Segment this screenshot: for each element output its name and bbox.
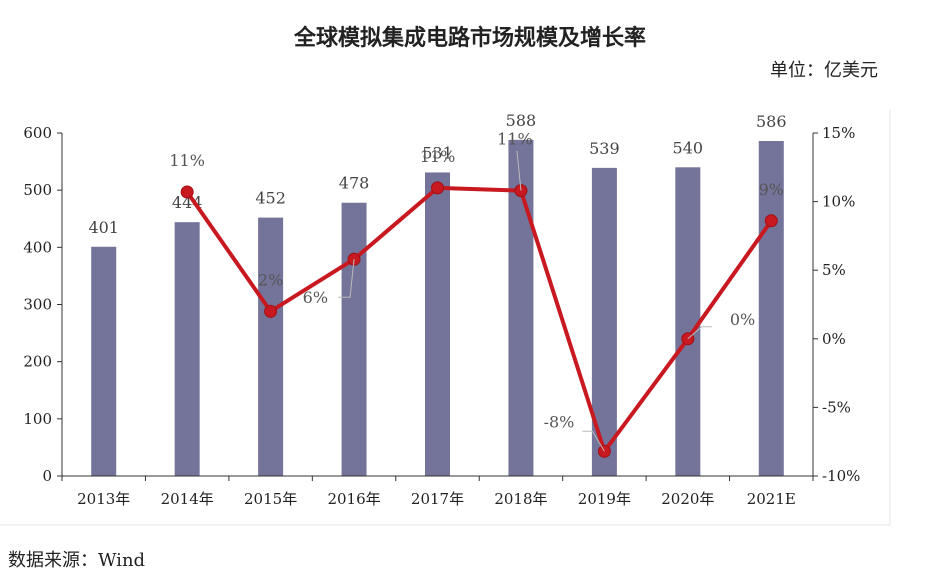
growth-line [185, 185, 773, 454]
growth-rate-label: 11% [420, 147, 456, 166]
y-right-tick-label: -5% [822, 398, 851, 416]
leader-line [687, 326, 712, 340]
growth-rate-label: 11% [169, 151, 205, 170]
x-tick-label: 2013年 [77, 490, 130, 508]
bar-value-label: 444 [172, 193, 203, 212]
bar [258, 217, 284, 476]
y-left-tick-label: 0 [42, 467, 52, 485]
leader-line [338, 259, 355, 298]
y-right-tick-label: 15% [822, 124, 855, 142]
growth-point [431, 181, 444, 195]
y-right-tick-label: 5% [822, 261, 846, 279]
growth-rate-label: -8% [544, 412, 575, 431]
y-left-tick-label: 600 [23, 124, 52, 142]
x-tick-label: 2019年 [578, 490, 631, 508]
bar-value-label: 539 [589, 139, 620, 158]
bar-value-label: 586 [756, 112, 787, 131]
y-left-tick-label: 200 [23, 353, 52, 371]
y-right-tick-label: -10% [822, 467, 860, 485]
x-tick-label: 2015年 [244, 490, 297, 508]
bar-value-label: 478 [339, 174, 370, 193]
bar-value-label: 540 [673, 138, 704, 157]
bar [174, 222, 200, 476]
y-right-tick-label: 0% [822, 330, 846, 348]
x-tick-label: 2021E [747, 490, 796, 508]
growth-point [264, 304, 278, 318]
bar [425, 172, 450, 476]
growth-rate-label: 11% [497, 130, 533, 149]
x-tick-label: 2016年 [327, 490, 380, 508]
bar-value-label: 588 [506, 111, 537, 130]
chart-title: 全球模拟集成电路市场规模及增长率 [293, 26, 646, 51]
y-right-tick-label: 10% [822, 193, 855, 211]
bar [91, 246, 117, 476]
bar-value-label: 452 [255, 189, 286, 208]
x-tick-label: 2017年 [411, 490, 464, 508]
bar [675, 167, 701, 477]
y-left-tick-label: 500 [23, 181, 52, 199]
source-note: 数据来源：Wind [8, 550, 146, 571]
leader-line [516, 150, 522, 191]
y-left-tick-label: 100 [23, 410, 52, 428]
bar [758, 141, 784, 476]
bar-value-label: 531 [422, 143, 453, 162]
growth-point [180, 185, 194, 199]
x-tick-label: 2018年 [494, 490, 547, 508]
growth-rate-label: 2% [258, 270, 283, 289]
x-tick-label: 2020年 [661, 490, 714, 508]
bar-value-label: 401 [88, 218, 119, 237]
y-left-tick-label: 400 [23, 238, 52, 256]
leader-line [582, 430, 605, 452]
y-left-tick-label: 300 [23, 296, 52, 314]
x-tick-label: 2014年 [161, 490, 214, 508]
growth-rate-label: 6% [303, 288, 328, 307]
growth-point [764, 214, 778, 228]
bar [341, 202, 367, 476]
unit-label: 单位：亿美元 [770, 60, 878, 81]
growth-rate-label: 0% [730, 310, 755, 329]
growth-rate-label: 9% [759, 180, 784, 199]
